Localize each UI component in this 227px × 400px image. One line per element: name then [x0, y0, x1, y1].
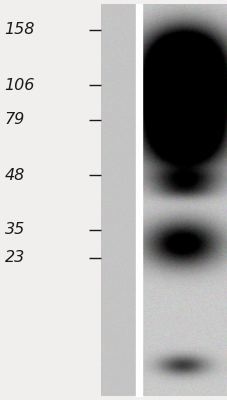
- Text: 35: 35: [5, 222, 25, 238]
- Text: 79: 79: [5, 112, 25, 128]
- Text: 48: 48: [5, 168, 25, 182]
- Text: 106: 106: [5, 78, 35, 92]
- Text: 158: 158: [5, 22, 35, 38]
- Text: 23: 23: [5, 250, 25, 266]
